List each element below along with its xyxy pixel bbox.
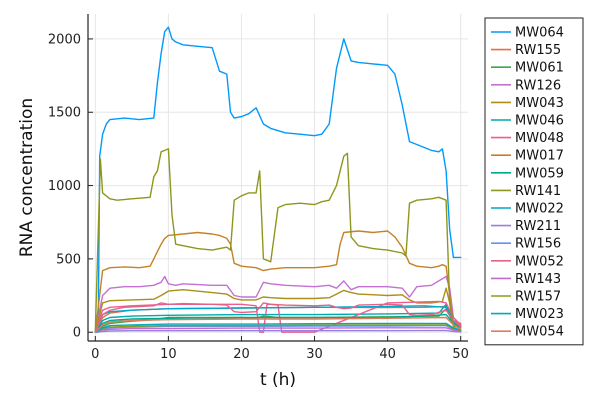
legend-label: RW141 [515,184,561,199]
series-line-mw059 [94,313,462,333]
legend-label: MW046 [515,114,564,129]
y-tick-label: 0 [73,326,81,341]
series-line-mw017 [94,230,462,333]
series-line-mw054 [94,316,462,333]
legend-label: MW043 [515,96,564,111]
x-tick-label: 20 [233,347,250,362]
grid-lines [88,14,468,341]
legend-label: RW156 [515,237,561,252]
series-line-rw143 [94,327,462,333]
series-line-rw141 [94,148,462,333]
x-tick-label: 10 [160,347,177,362]
x-tick-label: 40 [379,347,396,362]
legend-label: MW048 [515,131,564,146]
legend-label: RW157 [515,290,561,305]
series-line-rw211 [94,329,462,333]
y-tick-label: 2000 [48,32,81,47]
legend-label: MW022 [515,202,564,217]
x-tick-label: 0 [91,347,99,362]
legend-label: RW126 [515,78,561,93]
legend-label: RW155 [515,43,561,58]
y-tick-label: 1000 [48,179,81,194]
series-line-mw046 [94,303,462,333]
legend-label: RW143 [515,272,561,287]
y-tick-label: 1500 [48,106,81,121]
series-line-mw023 [94,322,462,333]
x-tick-label: 50 [452,347,469,362]
x-axis-label: t (h) [260,370,296,390]
series-lines [94,26,462,333]
legend-label: RW211 [515,219,561,234]
series-line-mw052 [94,302,462,333]
legend-label: MW064 [515,26,564,41]
legend-label: MW061 [515,61,564,76]
series-line-mw022 [94,305,462,333]
legend-label: MW023 [515,307,564,322]
legend-label: MW052 [515,254,564,269]
legend-label: MW017 [515,149,564,164]
legend: MW064 RW155 MW061 RW126 MW043 MW046 MW048 MW017… [484,17,584,346]
axes [87,14,468,342]
y-axis-label: RNA concentration [17,98,37,257]
y-tick-label: 500 [56,252,81,267]
legend-label: MW059 [515,166,564,181]
legend-label: MW054 [515,325,564,340]
series-line-mw043 [94,287,462,333]
series-line-rw126 [94,275,462,333]
series-line-mw048 [94,300,462,333]
series-line-mw064 [94,26,462,333]
x-tick-label: 30 [306,347,323,362]
series-line-rw157 [94,324,462,333]
legend-box [484,17,584,346]
